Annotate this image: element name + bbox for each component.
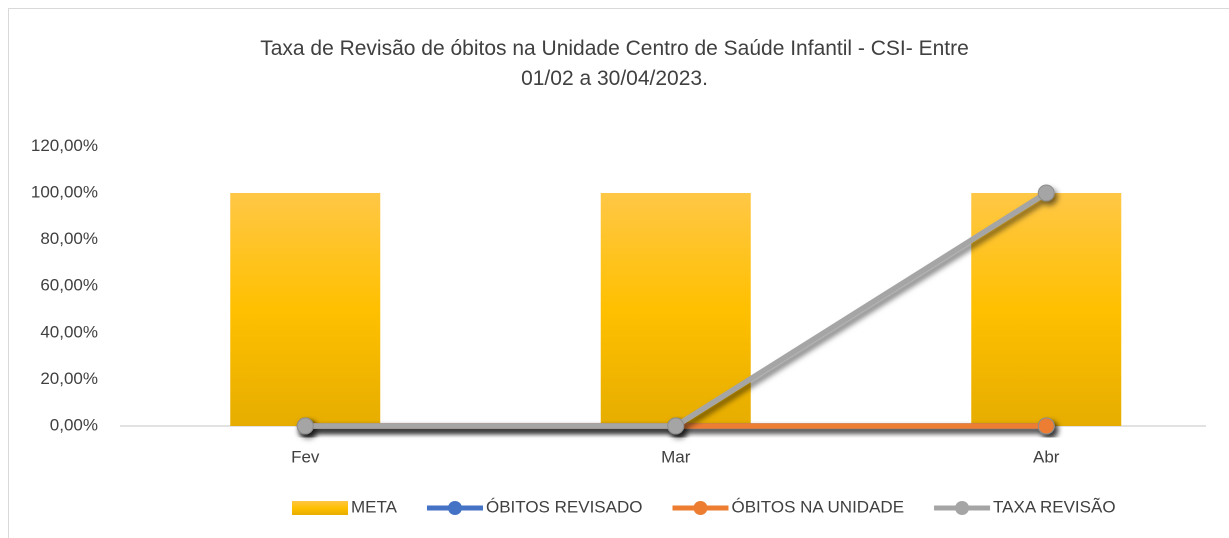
- x-tick-label: Abr: [1033, 447, 1060, 466]
- line-series: [296, 184, 1055, 435]
- legend-label: ÓBITOS NA UNIDADE: [731, 497, 904, 516]
- marker: [1037, 184, 1055, 202]
- x-tick-label: Mar: [661, 447, 691, 466]
- marker: [1037, 417, 1055, 435]
- y-tick-label: 120,00%: [31, 136, 98, 155]
- x-tick-label: Fev: [291, 447, 320, 466]
- marker: [667, 417, 685, 435]
- y-tick-label: 20,00%: [40, 369, 98, 388]
- y-tick-label: 0,00%: [50, 415, 98, 434]
- legend-label: ÓBITOS REVISADO: [486, 497, 643, 516]
- bar: [230, 193, 381, 426]
- chart-title: Taxa de Revisão de óbitos na Unidade Cen…: [260, 37, 969, 90]
- legend-label: TAXA REVISÃO: [993, 497, 1116, 516]
- legend-label: META: [351, 497, 398, 516]
- marker: [296, 417, 314, 435]
- chart-border: [8, 8, 1229, 538]
- y-tick-label: 80,00%: [40, 229, 98, 248]
- y-tick-label: 60,00%: [40, 276, 98, 295]
- legend-swatch: [292, 501, 348, 515]
- legend-marker: [693, 501, 708, 515]
- bar: [971, 193, 1122, 426]
- y-tick-label: 40,00%: [40, 322, 98, 341]
- y-tick-label: 100,00%: [31, 182, 98, 201]
- legend-marker: [955, 501, 970, 515]
- bar: [600, 193, 751, 426]
- legend-marker: [447, 501, 462, 515]
